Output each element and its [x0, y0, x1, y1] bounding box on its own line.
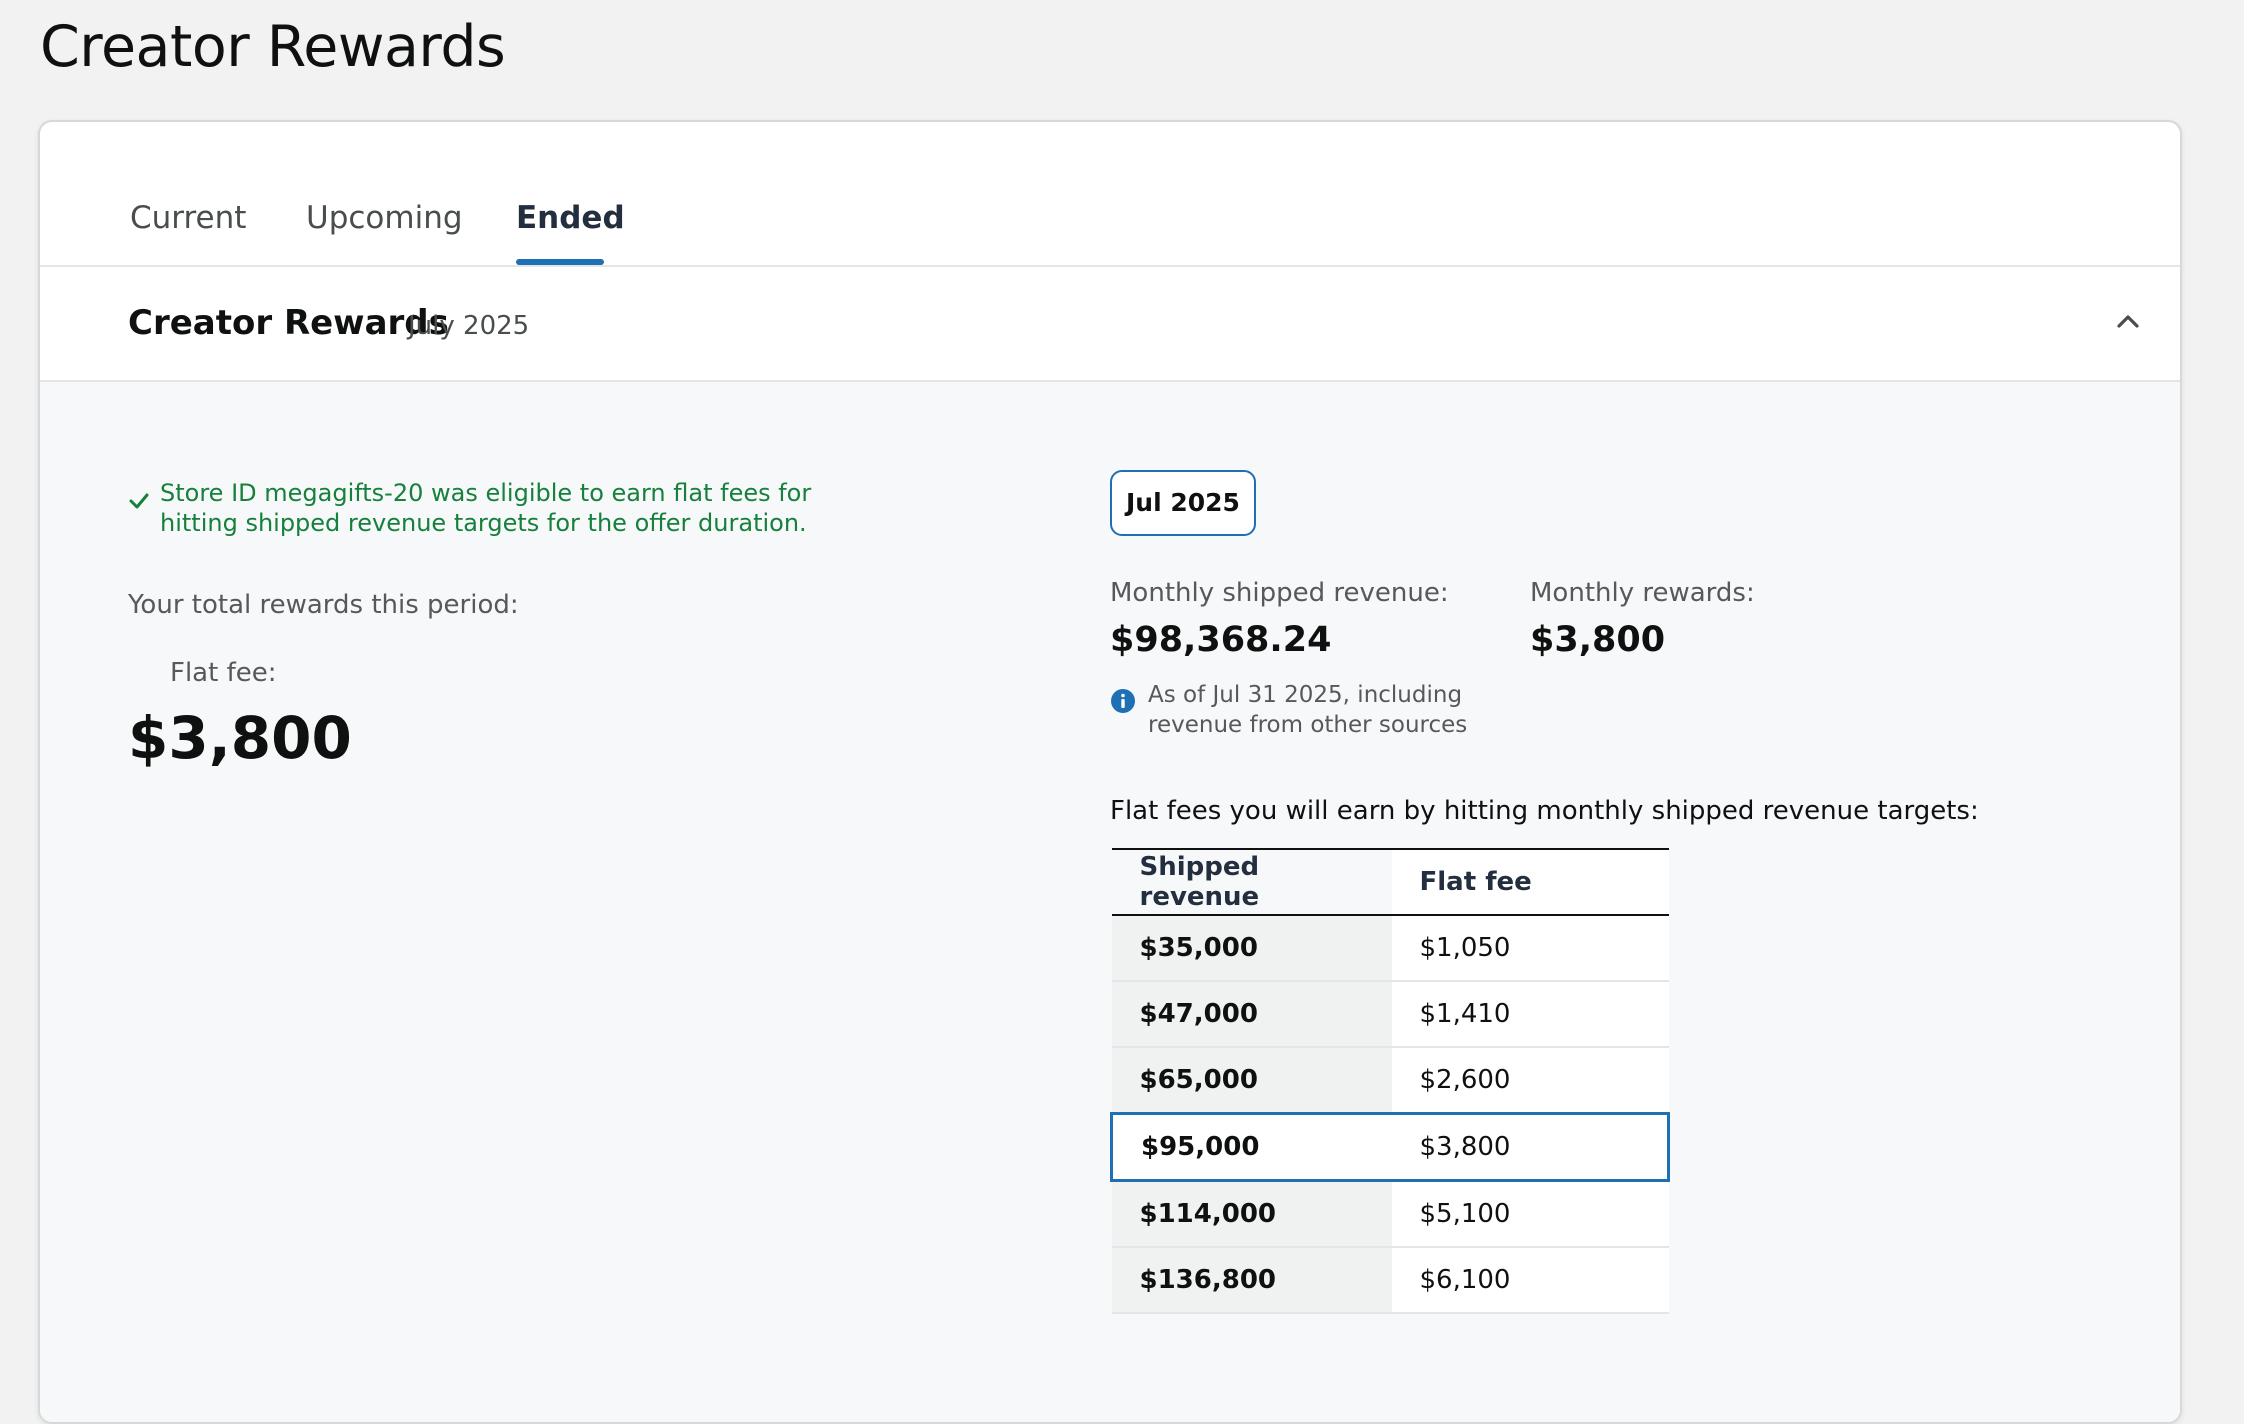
table-row-achieved: $95,000 $3,800: [1110, 1112, 1670, 1182]
table-header-row: Shipped revenue Flat fee: [1111, 848, 1669, 916]
tab-ended[interactable]: Ended: [516, 200, 625, 236]
table-row: $47,000 $1,410: [1111, 981, 1669, 1048]
target-fee: $5,100: [1391, 1180, 1669, 1248]
tab-upcoming[interactable]: Upcoming: [306, 200, 463, 236]
table-row: $136,800 $6,100: [1111, 1247, 1669, 1314]
rewards-card: Current Upcoming Ended Creator Rewards J…: [38, 120, 2182, 1424]
target-fee: $3,800: [1391, 1112, 1670, 1182]
chevron-up-icon[interactable]: [2112, 305, 2144, 337]
target-revenue: $65,000: [1111, 1047, 1392, 1115]
column-header-shipped-revenue: Shipped revenue: [1111, 848, 1392, 916]
section-title: Creator Rewards: [128, 303, 449, 343]
offer-details: Store ID megagifts-20 was eligible to ea…: [40, 382, 2180, 1422]
eligibility-message: Store ID megagifts-20 was eligible to ea…: [160, 479, 812, 537]
target-fee: $1,050: [1391, 915, 1669, 982]
flat-fee-label: Flat fee:: [170, 658, 277, 688]
target-revenue: $136,800: [1111, 1247, 1392, 1314]
info-icon: [1111, 689, 1135, 713]
table-row: $114,000 $5,100: [1111, 1180, 1669, 1248]
checkmark-icon: [129, 493, 149, 509]
table-row: $65,000 $2,600: [1111, 1047, 1669, 1115]
shipped-revenue-value: $98,368.24: [1110, 620, 1332, 660]
target-fee: $6,100: [1391, 1247, 1669, 1314]
table-row: $35,000 $1,050: [1111, 915, 1669, 982]
tab-current[interactable]: Current: [130, 200, 247, 236]
tab-bar: Current Upcoming Ended: [40, 122, 2180, 267]
revenue-targets-table: Shipped revenue Flat fee $35,000 $1,050 …: [1110, 848, 1670, 1314]
target-fee: $1,410: [1391, 981, 1669, 1048]
active-tab-indicator: [516, 259, 604, 265]
column-header-flat-fee: Flat fee: [1391, 848, 1669, 916]
target-revenue: $114,000: [1111, 1180, 1392, 1248]
offer-section-header[interactable]: Creator Rewards July 2025: [40, 267, 2180, 382]
monthly-rewards-value: $3,800: [1530, 620, 1666, 660]
target-revenue: $95,000: [1110, 1112, 1392, 1182]
eligibility-alert: Store ID megagifts-20 was eligible to ea…: [128, 478, 878, 538]
target-revenue: $35,000: [1111, 915, 1392, 982]
month-selector[interactable]: Jul 2025: [1110, 470, 1256, 536]
flat-fee-total: $3,800: [128, 704, 352, 772]
targets-caption: Flat fees you will earn by hitting month…: [1110, 796, 1979, 826]
total-rewards-label: Your total rewards this period:: [128, 590, 519, 620]
section-period: July 2025: [408, 311, 530, 341]
monthly-rewards-label: Monthly rewards:: [1530, 578, 1755, 608]
page-title: Creator Rewards: [40, 14, 506, 80]
target-fee: $2,600: [1391, 1047, 1669, 1115]
shipped-revenue-label: Monthly shipped revenue:: [1110, 578, 1449, 608]
target-revenue: $47,000: [1111, 981, 1392, 1048]
revenue-info-note: As of Jul 31 2025, including revenue fro…: [1110, 680, 1530, 740]
info-text: As of Jul 31 2025, including revenue fro…: [1148, 682, 1468, 738]
